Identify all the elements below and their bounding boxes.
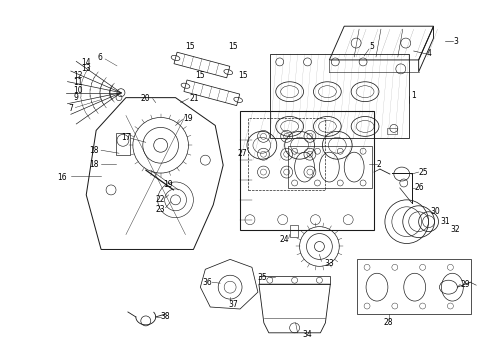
Text: 14: 14	[81, 58, 91, 67]
Text: 26: 26	[415, 184, 424, 193]
Text: 31: 31	[441, 217, 450, 226]
Text: 7: 7	[69, 104, 73, 113]
Text: 24: 24	[280, 235, 290, 244]
Bar	[240, 111, 374, 230]
Text: 4: 4	[427, 49, 432, 58]
Bar	[387, 129, 397, 134]
Text: 37: 37	[228, 300, 238, 309]
Bar	[290, 225, 297, 237]
Text: 10: 10	[74, 86, 83, 95]
Text: 20: 20	[141, 94, 150, 103]
Text: 36: 36	[202, 278, 212, 287]
Bar	[288, 146, 372, 188]
Text: 15: 15	[228, 41, 238, 50]
Text: 12: 12	[74, 71, 83, 80]
Text: 34: 34	[302, 330, 312, 339]
Text: 28: 28	[384, 318, 393, 327]
Text: 15: 15	[196, 71, 205, 80]
Bar	[116, 133, 130, 155]
Bar	[248, 118, 325, 190]
Bar	[357, 260, 471, 314]
Text: 22: 22	[156, 195, 165, 204]
Text: 17: 17	[121, 133, 131, 142]
Text: 32: 32	[450, 225, 460, 234]
Text: 25: 25	[418, 167, 428, 176]
Text: 15: 15	[185, 41, 195, 50]
Text: 11: 11	[74, 78, 83, 87]
Text: 2: 2	[377, 159, 382, 168]
Bar	[259, 276, 330, 284]
Text: 38: 38	[161, 312, 171, 321]
Text: 30: 30	[431, 207, 441, 216]
Text: 5: 5	[369, 41, 374, 50]
Bar	[270, 54, 409, 138]
Text: 33: 33	[324, 259, 334, 268]
Text: 27: 27	[237, 149, 246, 158]
Text: 1: 1	[411, 91, 416, 100]
Text: 23: 23	[156, 205, 165, 214]
Text: 9: 9	[74, 93, 78, 102]
Text: 3: 3	[453, 37, 458, 46]
Text: 18: 18	[89, 146, 98, 155]
Text: 13: 13	[81, 64, 91, 73]
Text: 29: 29	[460, 280, 470, 289]
Text: 21: 21	[190, 94, 199, 103]
Text: 19: 19	[164, 180, 173, 189]
Text: 18: 18	[89, 159, 98, 168]
Text: 19: 19	[183, 114, 193, 123]
Text: 6: 6	[97, 53, 102, 62]
Text: 16: 16	[57, 172, 67, 181]
Text: 15: 15	[238, 71, 247, 80]
Text: 35: 35	[258, 273, 268, 282]
